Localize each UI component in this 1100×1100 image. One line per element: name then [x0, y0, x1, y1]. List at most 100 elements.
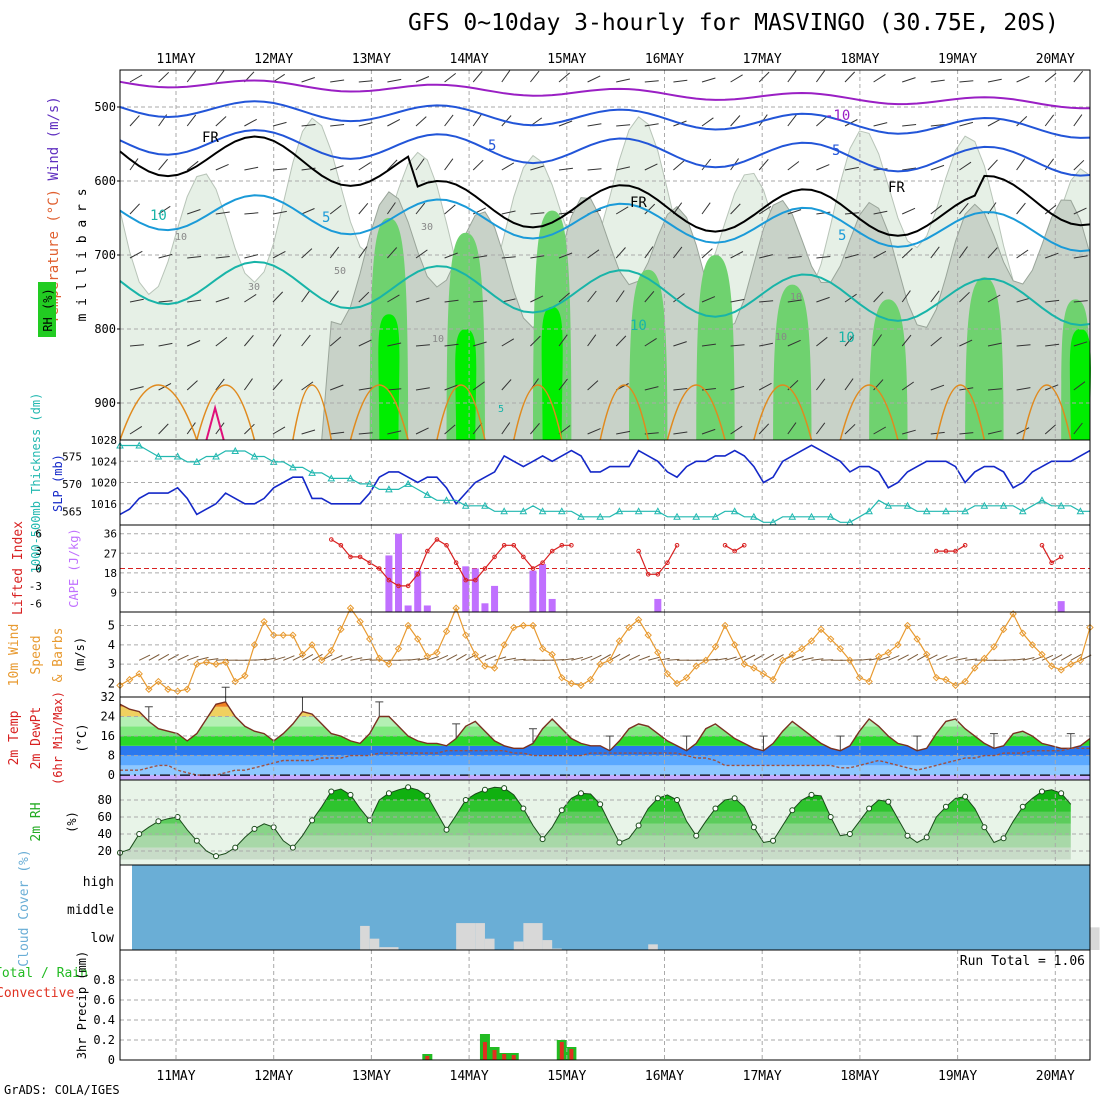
wind-barb	[472, 70, 483, 83]
rh2m-point	[232, 844, 239, 851]
wind-barb	[501, 162, 515, 171]
wind-barb	[530, 335, 541, 347]
wind-barb	[444, 343, 459, 347]
thickness-marker	[1076, 507, 1085, 515]
thickness-marker	[615, 507, 624, 515]
wind-barb	[759, 342, 773, 347]
wind-barb	[1045, 343, 1060, 347]
wind10m-point	[452, 604, 460, 612]
wind-barb	[930, 246, 940, 259]
wind-barb	[959, 339, 973, 347]
wind-barb	[472, 381, 485, 391]
lifted-index-point-16	[482, 566, 488, 571]
wind10m-point	[807, 637, 816, 645]
wind-barb	[759, 254, 773, 259]
wind-barb	[329, 205, 342, 215]
wind-barb	[244, 212, 259, 215]
wind10m-barb	[590, 654, 602, 661]
wind-barb	[330, 79, 345, 83]
wind-barb	[816, 256, 831, 259]
wind-barb	[558, 334, 568, 347]
wind-tick-3: 5	[108, 619, 115, 633]
wind10m-barb	[907, 653, 919, 661]
lifted-axis-label: Lifted Index	[11, 521, 26, 615]
wind10m-barb	[263, 657, 276, 661]
rh-axis-units: (%)	[65, 811, 79, 833]
wind10m-point	[490, 664, 499, 672]
wind-barb	[1016, 116, 1028, 127]
wind-barb	[1044, 72, 1057, 83]
wind-barb	[1016, 75, 1030, 83]
wind-barb	[129, 386, 144, 391]
thickness-marker	[423, 490, 432, 498]
wind-frame	[119, 611, 1091, 698]
wind-barb	[987, 159, 998, 171]
wind-barb	[330, 124, 345, 127]
wind10m-point	[423, 652, 432, 661]
wind-barb	[930, 79, 945, 83]
wind-barb	[701, 296, 716, 303]
rh2m-point	[923, 834, 930, 841]
contour-label-11: 10	[175, 232, 187, 243]
wind-barb	[358, 339, 372, 347]
wind-barb	[415, 344, 430, 347]
wind-barb	[215, 297, 230, 303]
wind-barb	[244, 254, 259, 259]
rh2m-point	[501, 785, 508, 792]
wind-barb	[844, 253, 859, 259]
wind-barb	[187, 299, 202, 303]
wind-barb	[816, 116, 828, 127]
isotherm-10	[119, 260, 1091, 327]
wind-barb	[330, 165, 344, 171]
wind-barb	[472, 114, 482, 127]
cloud-bg	[132, 865, 1090, 950]
slp-axis-label: SLP (mb)	[51, 454, 65, 512]
precip-convective-bar-1	[482, 1042, 487, 1060]
wind10m-point	[826, 635, 835, 643]
wind-barb	[930, 124, 945, 127]
thickness-marker	[750, 512, 758, 520]
wind-barb	[387, 294, 400, 303]
wind-barb	[701, 158, 712, 171]
wind-barb	[758, 423, 770, 435]
lifted-index-line-4	[1041, 545, 1062, 564]
wind10m-point	[730, 641, 739, 649]
rh2m-point	[577, 790, 584, 797]
wind10m-barb	[571, 656, 584, 661]
wind-barb	[901, 248, 913, 259]
lifted-tick-0: -6	[29, 597, 42, 610]
wind-tick-2: 4	[108, 638, 115, 652]
rh2m-point	[674, 797, 681, 803]
wind10m-point	[212, 660, 220, 668]
ua-ytick-2: 700	[94, 248, 116, 262]
rh2m-point	[885, 798, 892, 805]
wind10m-point	[682, 673, 691, 682]
wind10m-barb	[638, 655, 650, 661]
wind-barb	[501, 210, 516, 215]
wind-barb	[901, 207, 916, 215]
thickness-marker	[577, 512, 585, 520]
date-label-top-4: 15MAY	[547, 52, 586, 67]
wind10m-point	[980, 654, 989, 663]
wind10m-point	[1047, 662, 1056, 670]
wind-barb	[615, 247, 626, 259]
wind-barb	[873, 73, 886, 83]
wind-barb	[301, 124, 316, 127]
wind-barb	[244, 334, 254, 347]
wind10m-barb	[916, 653, 928, 661]
rh2m-point	[1000, 835, 1007, 842]
temp-tick-1: 8	[108, 749, 115, 763]
isotherm-15-arch-4	[436, 384, 486, 441]
wind-barb	[187, 209, 201, 215]
rh-plume-10	[965, 277, 1004, 440]
cloud-low-segment-8	[542, 940, 553, 950]
wind10m-point	[327, 646, 335, 655]
wind-barb	[158, 205, 171, 215]
date-label-bottom-8: 19MAY	[938, 1069, 977, 1084]
rh2m-point	[443, 826, 450, 833]
wind-barb	[444, 299, 459, 303]
lifted-index-point-6	[386, 577, 392, 583]
wind-barb	[701, 428, 716, 435]
wind-barb	[673, 431, 688, 435]
